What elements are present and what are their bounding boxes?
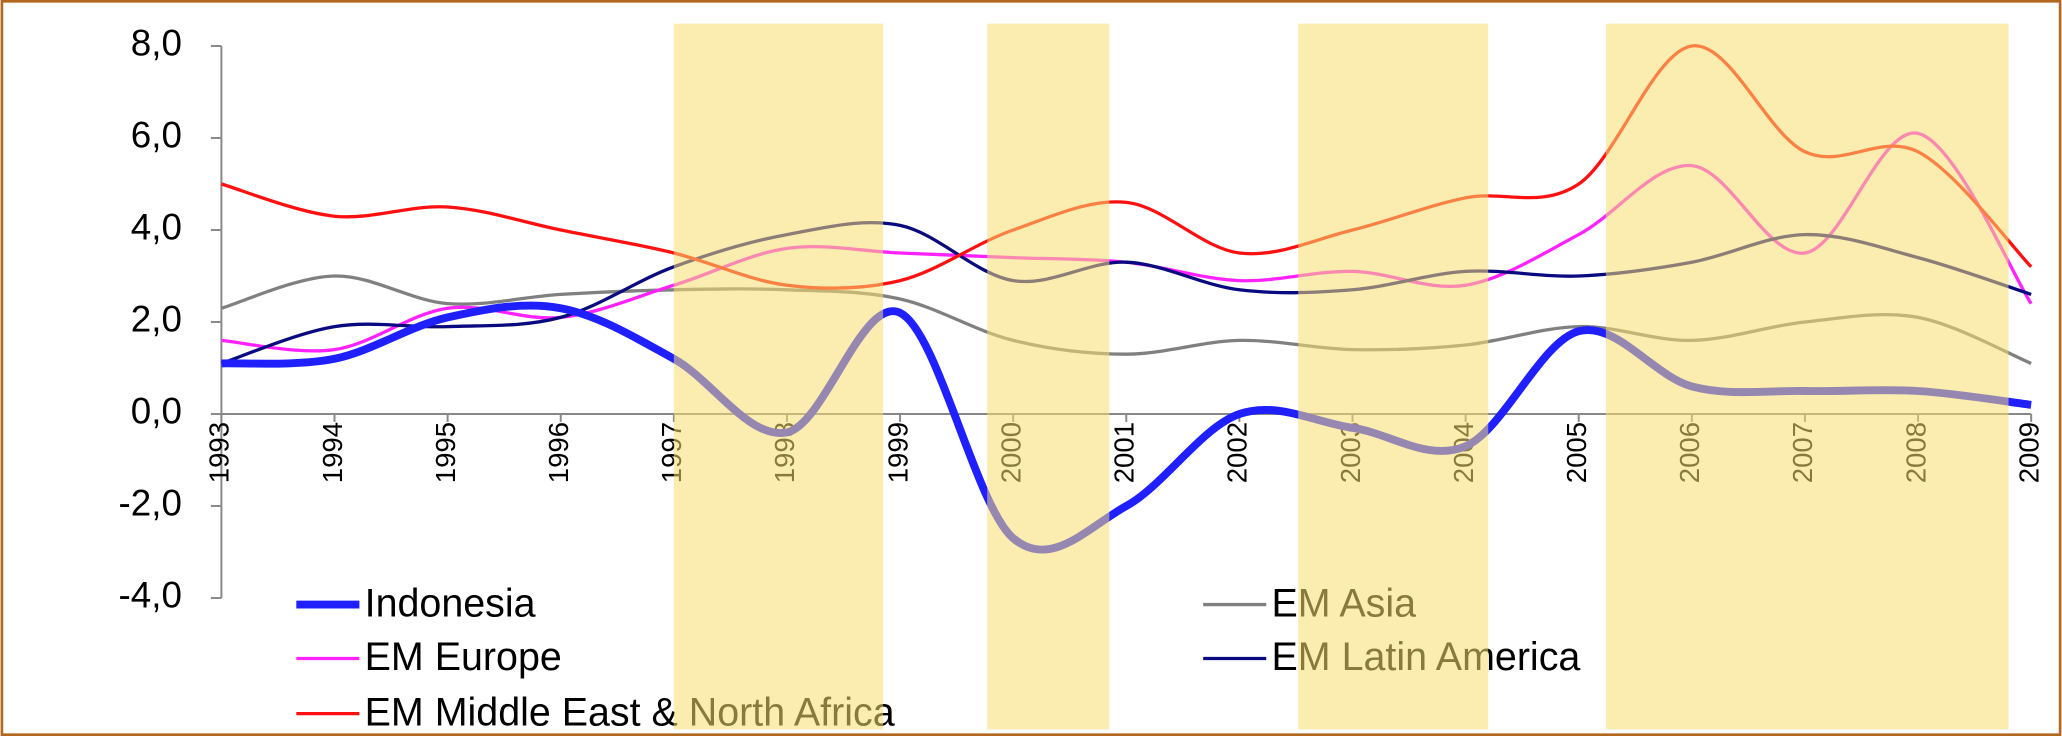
y-tick-label: 4,0 [131,207,182,248]
y-tick-label: 8,0 [131,23,182,64]
y-tick-label: -4,0 [119,575,182,616]
x-tick-label: 1993 [204,422,235,483]
x-tick-label: 1994 [317,422,348,483]
y-tick-label: 0,0 [131,391,182,432]
highlight-period [673,23,884,730]
x-tick-label: 2001 [1109,422,1140,483]
legend-label: EM Europe [365,635,562,679]
x-tick-label: 1996 [543,422,574,483]
x-tick-label: 1999 [882,422,913,483]
x-tick-label: 2009 [2013,422,2044,483]
x-tick-label: 1995 [430,422,461,483]
highlight-period [1605,23,2009,730]
y-tick-label: 2,0 [131,299,182,340]
highlights-overlay [673,23,2009,730]
y-tick-label: -2,0 [119,483,182,524]
axes: -4,0 -2,0 0,0 2,0 4,0 6,0 8,0 1993 1994 1995 1996 1… [119,23,2045,616]
x-tick-label: 2002 [1222,422,1253,483]
legend-label: Indonesia [365,581,536,625]
highlight-period [987,23,1110,730]
highlight-period [1298,23,1489,730]
y-tick-label: 6,0 [131,115,182,156]
x-tick-label: 2005 [1561,422,1592,483]
